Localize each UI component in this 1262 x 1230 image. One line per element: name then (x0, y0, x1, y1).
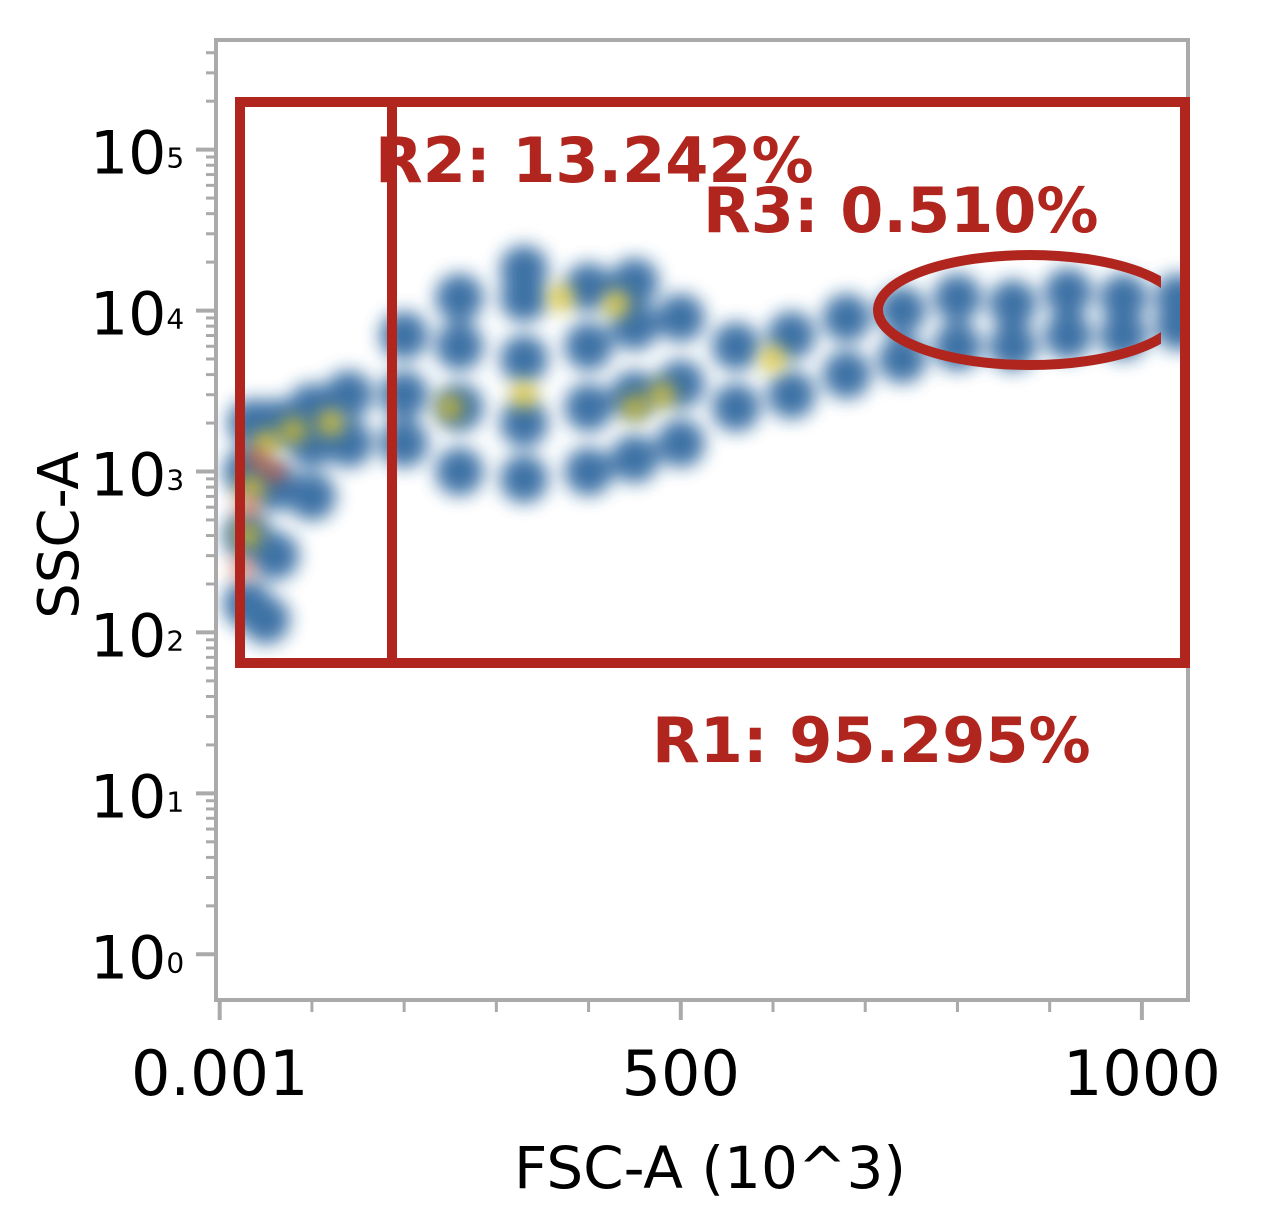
point (246, 448, 267, 469)
y-tick-exponent: 2 (166, 624, 184, 657)
density-cloud (223, 245, 1188, 644)
point (435, 273, 484, 322)
point (251, 463, 300, 512)
y-tick-label: 103 (90, 440, 184, 510)
point (324, 370, 373, 419)
y-tick-label: 101 (90, 762, 184, 832)
point (1044, 268, 1093, 317)
point (287, 472, 336, 521)
point (621, 394, 648, 421)
point (878, 286, 927, 335)
y-tick-base: 10 (90, 601, 166, 671)
point (280, 417, 307, 444)
y-tick-exponent: 1 (166, 785, 184, 818)
point (511, 381, 538, 408)
y-tick-label: 102 (90, 601, 184, 671)
point (564, 263, 613, 312)
point (649, 381, 676, 408)
point (500, 454, 549, 503)
point (767, 311, 816, 360)
point (251, 531, 300, 580)
y-tick-exponent: 5 (166, 142, 184, 175)
y-tick-exponent: 3 (166, 463, 184, 496)
point (822, 293, 871, 342)
point (760, 346, 787, 373)
y-tick-exponent: 4 (166, 303, 184, 336)
y-axis-label: SSC-A (27, 451, 92, 618)
point (435, 447, 484, 496)
point (238, 474, 265, 501)
point (656, 293, 705, 342)
gate-label: R2: 13.242% (375, 124, 814, 197)
point (500, 399, 549, 448)
point (603, 290, 630, 317)
point (1044, 311, 1093, 360)
point (435, 322, 484, 371)
y-tick-label: 100 (90, 923, 184, 993)
y-tick-exponent: 0 (166, 946, 184, 979)
point (712, 383, 761, 432)
density-layer (223, 245, 1188, 644)
point (500, 335, 549, 384)
point (564, 383, 613, 432)
y-tick-base: 10 (90, 440, 166, 510)
point (767, 370, 816, 419)
point (564, 447, 613, 496)
point (656, 419, 705, 468)
point (822, 350, 871, 399)
point (564, 322, 613, 371)
point (500, 245, 549, 294)
point (933, 273, 982, 322)
x-tick-label: 500 (622, 1037, 740, 1110)
y-tick-label: 104 (90, 280, 184, 350)
point (988, 322, 1037, 371)
point (712, 322, 761, 371)
y-tick-base: 10 (90, 280, 166, 350)
x-tick-label: 0.001 (131, 1037, 309, 1110)
x-tick-label: 1000 (1063, 1037, 1221, 1110)
x-axis-label: FSC-A (10^3) (514, 1134, 906, 1202)
gate-label: R3: 0.510% (703, 174, 1099, 247)
point (1099, 273, 1148, 322)
point (437, 394, 464, 421)
y-tick-base: 10 (90, 119, 166, 189)
point (610, 434, 659, 483)
gate-label: R1: 95.295% (652, 704, 1091, 777)
gate-r1 (235, 97, 1190, 668)
y-tick-base: 10 (90, 762, 166, 832)
point (1154, 273, 1188, 322)
y-tick-label: 105 (90, 119, 184, 189)
y-tick-base: 10 (90, 923, 166, 993)
point (265, 461, 286, 482)
point (241, 595, 290, 644)
point (988, 279, 1037, 328)
point (547, 284, 574, 311)
point (317, 410, 344, 437)
